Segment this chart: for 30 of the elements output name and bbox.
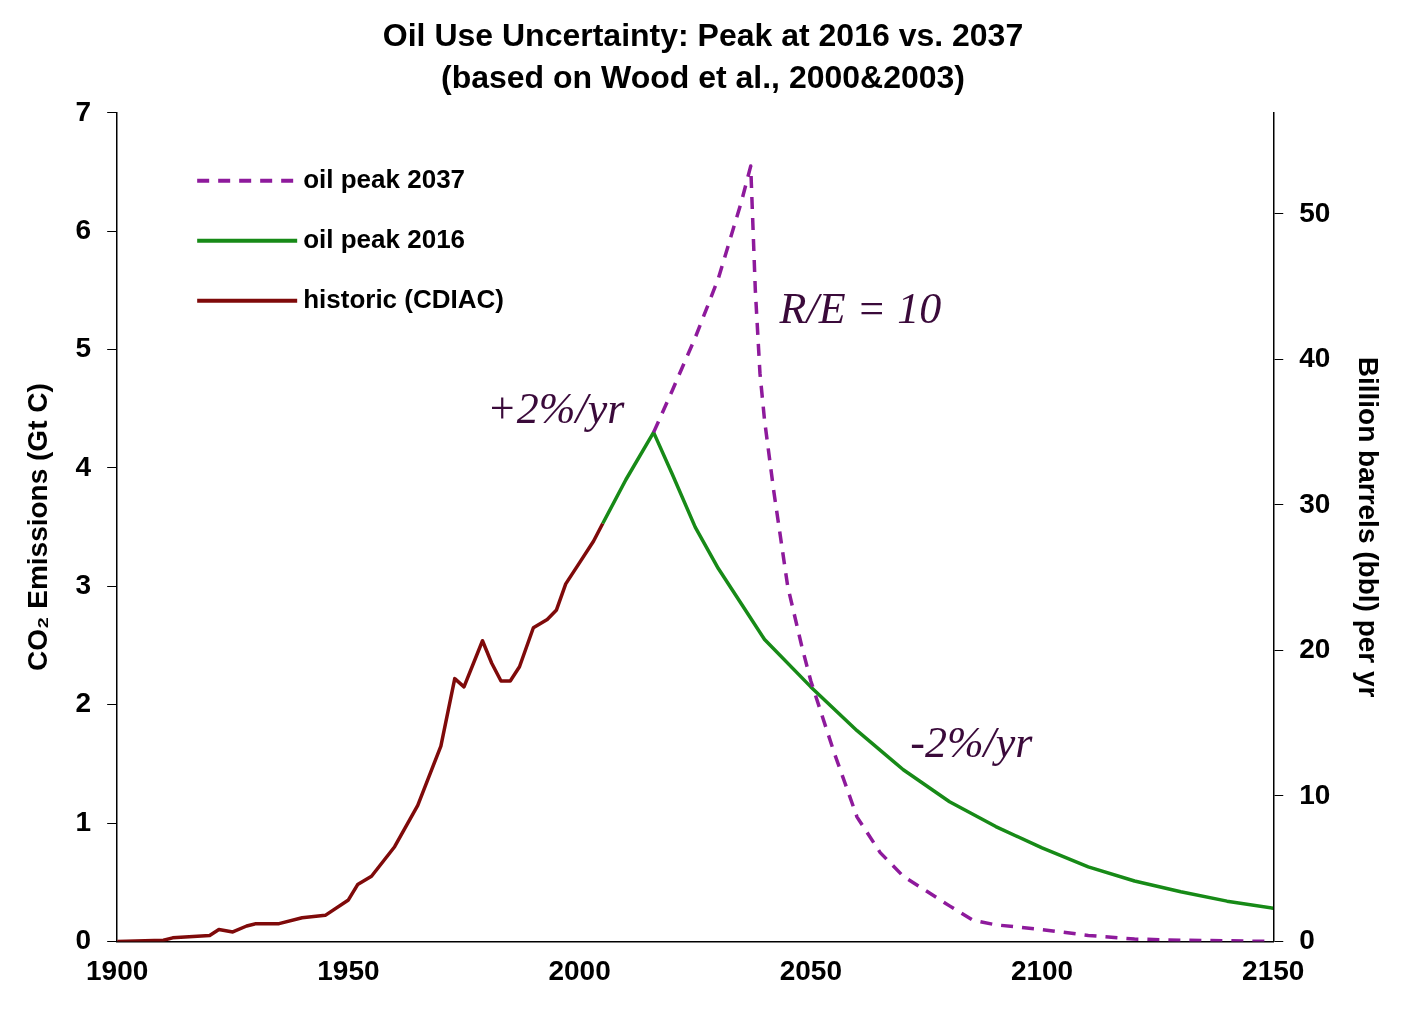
y-tick-label: 5 (75, 332, 92, 364)
y2-tick-label: 30 (1299, 487, 1331, 519)
x-tick-label: 1950 (317, 954, 380, 986)
annotation: +2%/yr (487, 383, 626, 433)
y-tick-label: 2 (75, 687, 92, 719)
chart-subtitle: (based on Wood et al., 2000&2003) (440, 59, 966, 96)
x-tick-label: 2100 (1010, 954, 1074, 986)
chart-title: Oil Use Uncertainty: Peak at 2016 vs. 2037 (382, 17, 1024, 54)
x-tick-label: 2050 (779, 954, 842, 986)
x-tick-label: 2000 (548, 954, 611, 986)
y2-tick-label: 20 (1299, 633, 1331, 665)
y-tick-label: 7 (75, 95, 92, 127)
annotation: -2%/yr (910, 718, 1034, 768)
y-tick-label: 0 (75, 924, 92, 956)
y-tick-label: 4 (75, 450, 92, 482)
y2-tick-label: 50 (1299, 196, 1331, 228)
legend-label: oil peak 2016 (303, 223, 466, 254)
y2-tick-label: 10 (1299, 778, 1331, 810)
y2-axis-title: Billion barrels (bbl) per yr (1353, 356, 1385, 698)
y-tick-label: 3 (75, 569, 92, 600)
y2-tick-label: 0 (1299, 924, 1315, 956)
y-axis-title: CO₂ Emissions (Gt C) (21, 383, 53, 672)
y2-tick-label: 40 (1299, 342, 1331, 374)
x-tick-label: 1900 (86, 954, 149, 986)
annotation: R/E = 10 (778, 284, 942, 334)
y-tick-label: 6 (75, 213, 92, 245)
y-tick-label: 1 (75, 805, 92, 837)
legend-label: historic (CDIAC) (303, 283, 504, 314)
x-tick-label: 2150 (1242, 954, 1305, 986)
legend-label: oil peak 2037 (303, 163, 466, 194)
